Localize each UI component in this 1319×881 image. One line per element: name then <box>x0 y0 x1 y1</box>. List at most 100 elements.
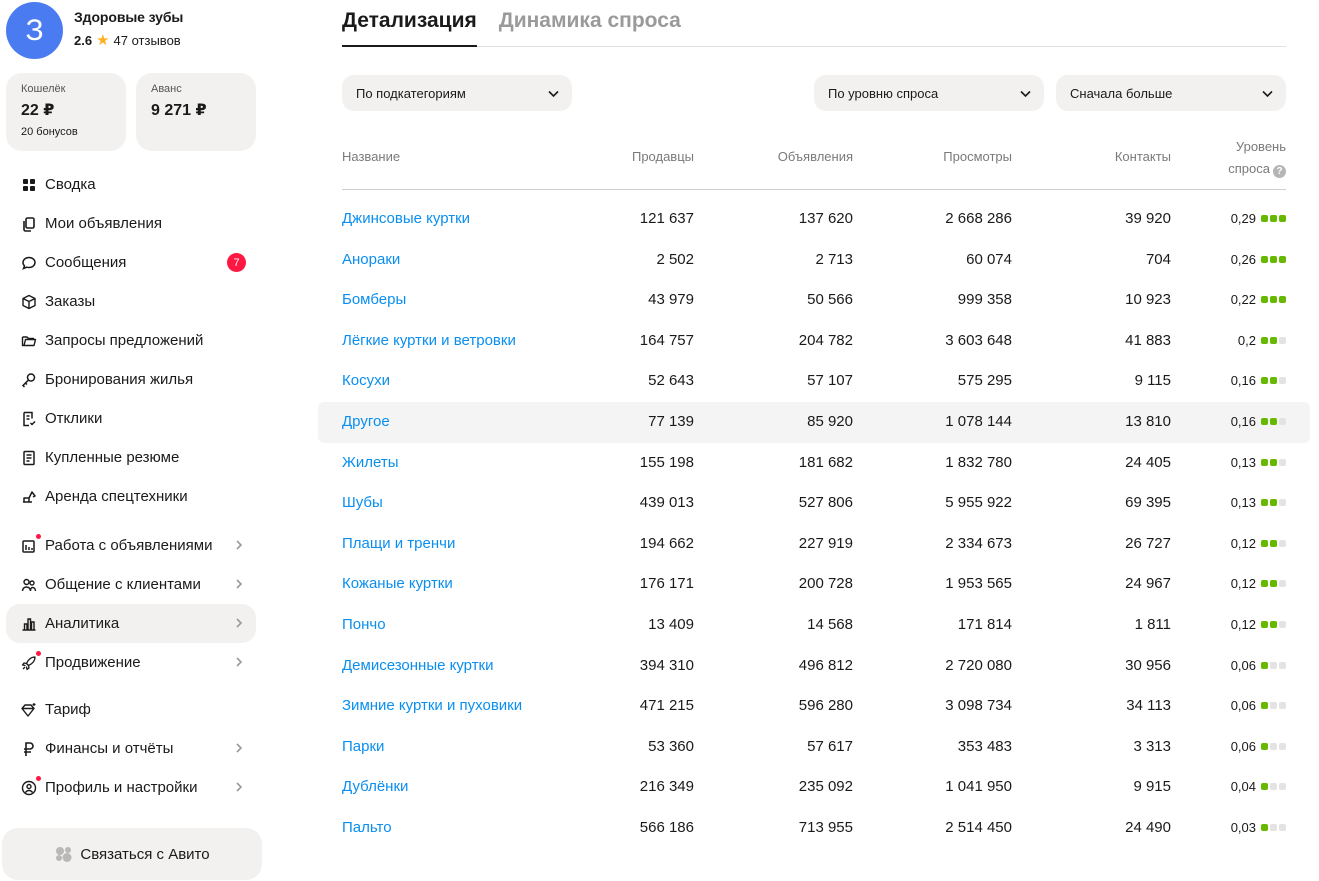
demand-level-select[interactable]: По уровню спроса <box>814 75 1044 111</box>
sidebar-item-housing-bookings[interactable]: Бронирования жилья <box>6 360 256 399</box>
demand-value: 0,06 <box>1230 698 1256 714</box>
tab-demand-dynamics[interactable]: Динамика спроса <box>498 9 681 32</box>
wallet-bonus: 20 бонусов <box>21 126 78 138</box>
category-link[interactable]: Плащи и тренчи <box>342 534 456 552</box>
sellers-cell: 43 979 <box>648 291 694 309</box>
demand-level-cell: 0,04 <box>1231 779 1286 794</box>
demand-bar <box>1261 661 1268 669</box>
table-row[interactable]: Косухи 52 643 57 107 575 295 9 115 0,16 <box>318 361 1310 402</box>
sidebar-item-label: Сообщения <box>45 254 127 271</box>
sellers-cell: 176 171 <box>639 575 694 593</box>
table-row[interactable]: Джинсовые куртки 121 637 137 620 2 668 286 3… <box>318 199 1310 240</box>
demand-level-cell: 0,29 <box>1231 211 1286 226</box>
avatar[interactable]: З <box>6 2 63 59</box>
rating-value: 2.6 <box>74 33 93 48</box>
wallet-card[interactable]: Кошелёк 22 ₽ 20 бонусов <box>6 73 126 151</box>
demand-level-cell: 0,06 <box>1231 739 1286 754</box>
contact-avito-button[interactable]: Связаться с Авито <box>2 828 262 880</box>
ads-cell: 2 713 <box>815 250 853 268</box>
tab-details[interactable]: Детализация <box>342 0 477 47</box>
table-row[interactable]: Дублёнки 216 349 235 092 1 041 950 9 915 0,04 <box>318 767 1310 808</box>
sidebar-item-finance[interactable]: Финансы и отчёты <box>6 729 256 768</box>
demand-bar <box>1270 702 1277 710</box>
table-row[interactable]: Парки 53 360 57 617 353 483 3 313 0,06 <box>318 727 1310 768</box>
table-row[interactable]: Плащи и тренчи 194 662 227 919 2 334 673 26 … <box>318 524 1310 565</box>
category-link[interactable]: Пончо <box>342 615 386 633</box>
demand-level-cell: 0,13 <box>1231 495 1286 510</box>
category-link[interactable]: Жилеты <box>342 453 399 471</box>
sidebar-item-equipment-rent[interactable]: Аренда спецтехники <box>6 477 256 516</box>
contacts-cell: 24 967 <box>1125 575 1171 593</box>
views-cell: 353 483 <box>957 737 1012 755</box>
sidebar-item-work-with-ads[interactable]: Работа с объявлениями <box>6 526 256 565</box>
table-row[interactable]: Лёгкие куртки и ветровки 164 757 204 782 3 … <box>318 321 1310 362</box>
category-link[interactable]: Джинсовые куртки <box>342 210 471 227</box>
contacts-cell: 1 811 <box>1134 615 1171 633</box>
table-row[interactable]: Другое 77 139 85 920 1 078 144 13 810 0,16 <box>318 401 1310 443</box>
sidebar-item-messages[interactable]: Сообщения 7 <box>6 243 256 282</box>
chevron-right-icon <box>236 743 243 753</box>
category-link[interactable]: Лёгкие куртки и ветровки <box>342 331 516 349</box>
profile-block[interactable]: З Здоровые зубы 2.6 ★ 47 отзывов <box>6 2 183 59</box>
demand-bars-indicator <box>1261 499 1286 507</box>
header-name[interactable]: Название <box>342 149 401 164</box>
category-link[interactable]: Кожаные куртки <box>342 575 453 593</box>
sidebar-item-analytics[interactable]: Аналитика <box>6 604 256 643</box>
sidebar-item-my-ads[interactable]: Мои объявления <box>6 204 256 243</box>
header-sellers[interactable]: Продавцы <box>631 149 694 164</box>
category-link[interactable]: Косухи <box>342 372 390 390</box>
grid-icon <box>20 176 38 194</box>
sidebar-item-profile-settings[interactable]: Профиль и настройки <box>6 768 256 807</box>
category-link[interactable]: Бомберы <box>342 291 407 309</box>
category-link[interactable]: Шубы <box>342 494 383 512</box>
table-row[interactable]: Жилеты 155 198 181 682 1 832 780 24 405 0,13 <box>318 443 1310 484</box>
sidebar-item-summary[interactable]: Сводка <box>6 165 256 204</box>
header-ads[interactable]: Объявления <box>777 149 853 164</box>
ads-cell: 181 682 <box>798 453 853 471</box>
demand-bar <box>1270 377 1277 385</box>
header-views[interactable]: Просмотры <box>943 149 1012 164</box>
table-row[interactable]: Бомберы 43 979 50 566 999 358 10 923 0,22 <box>318 280 1310 321</box>
sidebar-item-client-communication[interactable]: Общение с клиентами <box>6 565 256 604</box>
demand-bars-indicator <box>1261 417 1286 425</box>
views-cell: 1 041 950 <box>945 778 1012 796</box>
table-row[interactable]: Зимние куртки и пуховики 471 215 596 280 3 … <box>318 686 1310 727</box>
sort-select[interactable]: Сначала больше <box>1056 75 1286 111</box>
sidebar: З Здоровые зубы 2.6 ★ 47 отзывов Кошелёк… <box>0 0 300 881</box>
table-row[interactable]: Шубы 439 013 527 806 5 955 922 69 395 0,13 <box>318 483 1310 524</box>
header-demand-level[interactable]: Уровень спроса? <box>1228 136 1286 180</box>
sidebar-item-tariff[interactable]: Тариф <box>6 690 256 729</box>
category-select[interactable]: По подкатегориям <box>342 75 572 111</box>
advance-card[interactable]: Аванс 9 271 ₽ <box>136 73 256 151</box>
sidebar-item-responses[interactable]: Отклики <box>6 399 256 438</box>
sidebar-item-offer-requests[interactable]: Запросы предложений <box>6 321 256 360</box>
wallet-label: Кошелёк <box>21 83 66 95</box>
ads-cell: 57 107 <box>807 372 853 390</box>
contacts-cell: 3 313 <box>1133 737 1171 755</box>
category-link[interactable]: Зимние куртки и пуховики <box>342 697 523 715</box>
contacts-cell: 26 727 <box>1125 534 1171 552</box>
sidebar-item-bought-resumes[interactable]: Купленные резюме <box>6 438 256 477</box>
table-row[interactable]: Анораки 2 502 2 713 60 074 704 0,26 <box>318 240 1310 281</box>
table-row[interactable]: Пальто 566 186 713 955 2 514 450 24 490 0,03 <box>318 808 1310 849</box>
advance-label: Аванс <box>151 83 182 95</box>
category-link[interactable]: Другое <box>342 412 390 430</box>
profile-name[interactable]: Здоровые зубы <box>74 9 184 25</box>
sidebar-item-promotion[interactable]: Продвижение <box>6 643 256 682</box>
category-link[interactable]: Пальто <box>342 818 392 836</box>
table-row[interactable]: Кожаные куртки 176 171 200 728 1 953 565 24 … <box>318 564 1310 605</box>
table-row[interactable]: Демисезонные куртки 394 310 496 812 2 720 0… <box>318 646 1310 687</box>
help-icon[interactable]: ? <box>1273 165 1286 178</box>
views-cell: 999 358 <box>957 291 1012 309</box>
header-contacts[interactable]: Контакты <box>1114 149 1171 164</box>
sidebar-item-orders[interactable]: Заказы <box>6 282 256 321</box>
views-cell: 1 953 565 <box>945 575 1012 593</box>
category-link[interactable]: Демисезонные куртки <box>342 656 494 674</box>
category-link[interactable]: Анораки <box>342 250 401 268</box>
table-row[interactable]: Пончо 13 409 14 568 171 814 1 811 0,12 <box>318 605 1310 646</box>
category-link[interactable]: Дублёнки <box>342 778 409 796</box>
profile-rating[interactable]: 2.6 ★ 47 отзывов <box>74 33 183 48</box>
category-link[interactable]: Парки <box>342 737 385 755</box>
ads-cell: 496 812 <box>798 656 853 674</box>
demand-value: 0,13 <box>1230 454 1256 470</box>
